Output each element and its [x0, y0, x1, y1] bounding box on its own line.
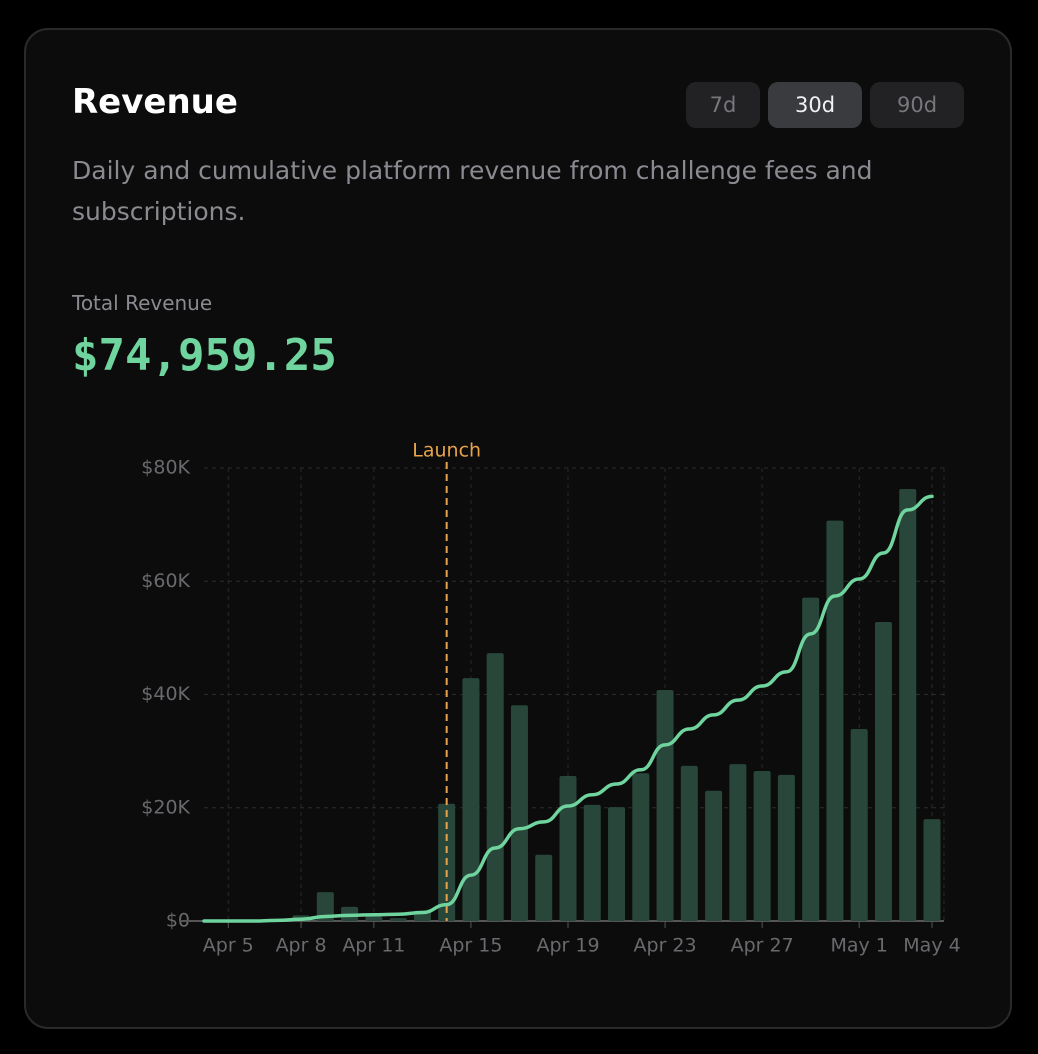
x-tick-label: Apr 27	[731, 935, 794, 957]
x-tick-label: May 1	[830, 935, 887, 957]
bar	[680, 765, 698, 921]
bar	[389, 918, 407, 921]
bar	[535, 854, 553, 921]
x-tick-label: Apr 15	[439, 935, 502, 957]
tab[interactable]: 90d	[870, 82, 964, 128]
y-tick-label: $20K	[141, 796, 190, 818]
subtitle: Daily and cumulative platform revenue fr…	[72, 156, 873, 226]
bar	[316, 892, 334, 921]
bar	[777, 774, 795, 921]
title: Revenue	[72, 82, 238, 122]
bar	[826, 520, 844, 921]
bar	[559, 776, 577, 921]
annotation-label: Launch	[412, 440, 481, 462]
bar	[729, 764, 747, 921]
tab[interactable]: 7d	[686, 82, 760, 128]
bar	[923, 819, 941, 921]
x-tick-label: Apr 5	[203, 935, 254, 957]
bar	[850, 729, 868, 921]
y-tick-label: $80K	[141, 457, 190, 479]
x-tick-label: Apr 19	[536, 935, 599, 957]
y-tick-label: $40K	[141, 683, 190, 705]
bar	[874, 622, 892, 921]
bar	[462, 678, 480, 921]
bar	[365, 916, 383, 921]
y-tick-label: $60K	[141, 570, 190, 592]
bar	[486, 653, 504, 921]
bar	[899, 488, 917, 921]
x-tick-label: Apr 11	[342, 935, 405, 957]
bar	[753, 770, 771, 921]
line	[202, 494, 934, 923]
tab[interactable]: 30d	[768, 82, 862, 128]
bar	[583, 804, 601, 921]
bar	[608, 807, 626, 921]
bar	[656, 689, 674, 921]
x-tick-label: May 4	[903, 935, 960, 957]
bar	[802, 597, 820, 921]
x-tick-label: Apr 8	[276, 935, 327, 957]
total-label: Total Revenue	[72, 291, 213, 315]
bar	[705, 790, 723, 921]
x-tick-label: Apr 23	[634, 935, 697, 957]
bar	[510, 705, 528, 921]
total-value: $74,959.25	[72, 330, 337, 381]
bar	[632, 773, 650, 921]
y-tick-label: $0	[166, 910, 190, 932]
